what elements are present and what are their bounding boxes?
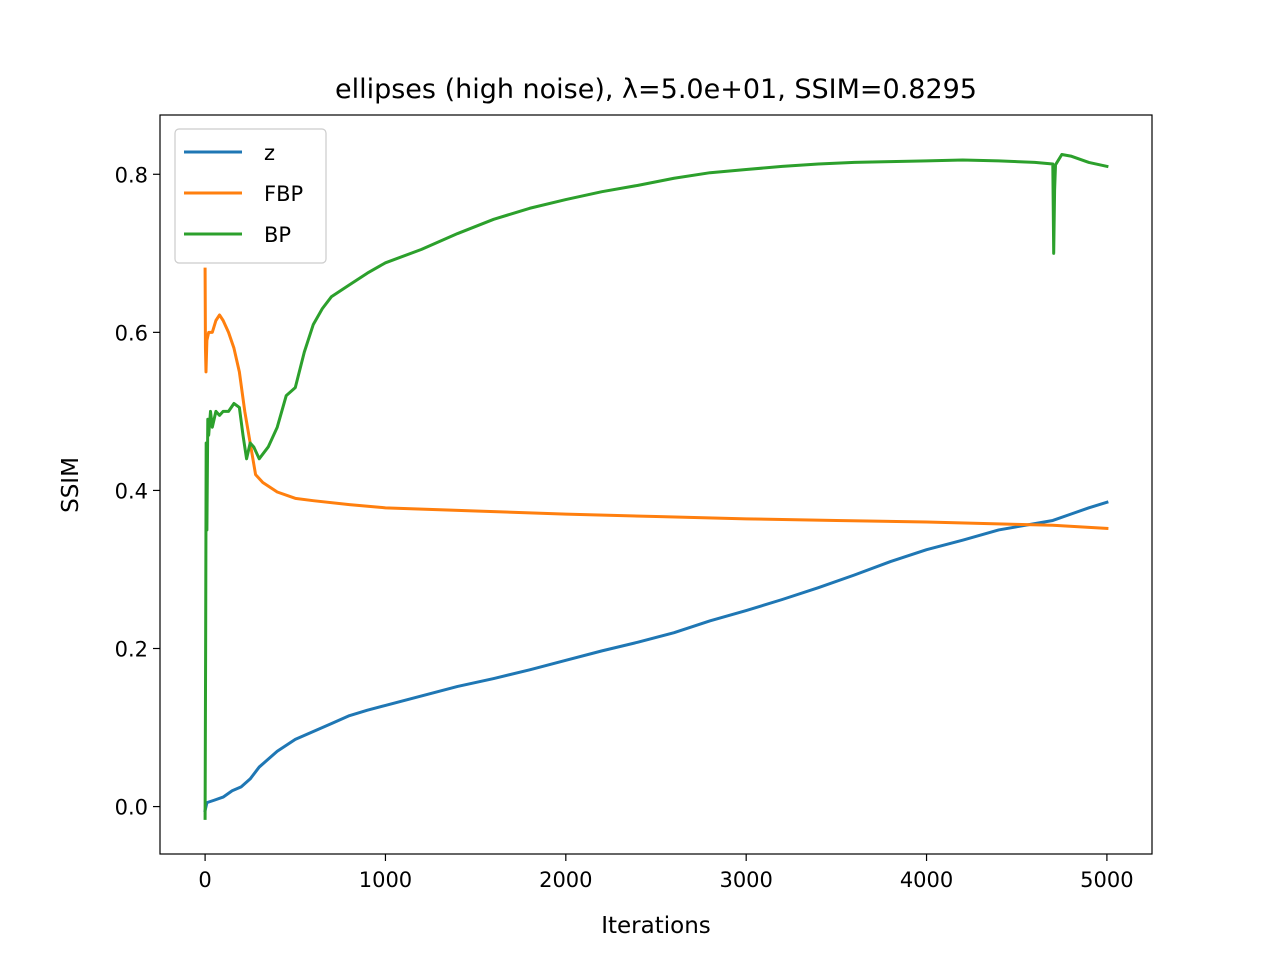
legend-label-fbp: FBP [264,182,303,206]
legend-label-bp: BP [264,223,291,247]
plot-frame [159,114,1153,855]
y-tick-label: 0.8 [115,163,148,187]
x-tick-label: 2000 [539,868,592,892]
legend-label-z: z [264,141,275,165]
plot-lines [203,153,1109,820]
y-axis-label: SSIM [58,457,84,513]
x-tick-label: 4000 [900,868,953,892]
x-axis-label: Iterations [601,913,711,939]
series-line-bp [203,153,1109,820]
x-tick-label: 1000 [359,868,412,892]
x-tick-label: 5000 [1080,868,1133,892]
legend-box [174,128,327,264]
x-tick-label: 0 [198,868,211,892]
x-tick-label: 3000 [719,868,772,892]
y-tick-label: 0.4 [115,479,148,503]
y-tick-label: 0.2 [115,638,148,662]
x-axis-ticks: 0 1000 2000 3000 4000 5000 [198,854,1134,892]
y-axis-ticks: 0.0 0.2 0.4 0.6 0.8 [115,163,160,820]
chart-title: ellipses (high noise), λ=5.0e+01, SSIM=0… [335,74,977,105]
series-line-z [203,500,1109,813]
legend: z FBP BP [174,128,327,264]
y-tick-label: 0.6 [115,321,148,345]
series-line-fbp [203,267,1109,530]
y-tick-label: 0.0 [115,796,148,820]
